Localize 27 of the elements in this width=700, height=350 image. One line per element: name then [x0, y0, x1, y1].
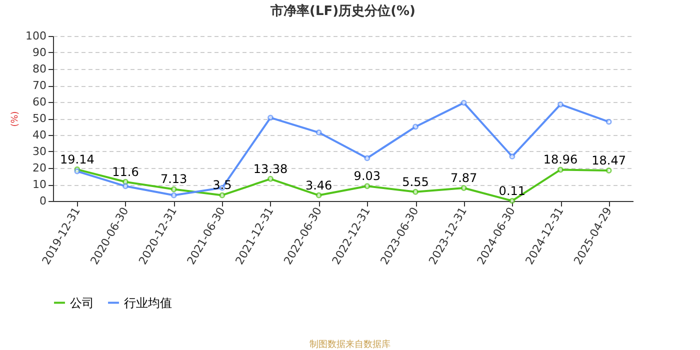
y-tick-label: 90: [32, 46, 46, 59]
text: 制图数据来自数据库: [308, 338, 392, 350]
data-label: 5.55: [402, 174, 429, 189]
legend-label: 行业均值: [124, 296, 172, 310]
data-label: 13.38: [253, 162, 288, 176]
y-tick-label: 10: [32, 178, 46, 191]
data-label: 11.6: [112, 164, 139, 179]
data-label: 3.46: [305, 178, 332, 192]
data-label: 9.03: [354, 169, 381, 184]
data-label: 0.11: [498, 184, 526, 198]
y-tick-label: 30: [32, 145, 46, 158]
data-label: 18.47: [592, 154, 626, 168]
data-label: 19.14: [60, 152, 94, 166]
y-tick-label: 100: [26, 30, 46, 42]
data-label: 7.13: [160, 172, 188, 186]
y-axis-title: (%): [10, 111, 21, 127]
chart-title: 市净率(LF)历史分位(%): [270, 3, 416, 19]
legend-label: 公司: [70, 296, 94, 310]
y-tick-label: 60: [32, 96, 46, 108]
data-label: 18.96: [543, 152, 578, 167]
y-tick-label: 80: [32, 62, 46, 76]
y-tick-label: 70: [32, 79, 46, 92]
y-tick-label: 50: [32, 112, 46, 125]
data-label: 7.87: [450, 171, 478, 186]
y-tick-label: 40: [32, 128, 46, 142]
y-tick-label: 0: [40, 194, 46, 208]
y-tick-label: 20: [32, 162, 46, 174]
